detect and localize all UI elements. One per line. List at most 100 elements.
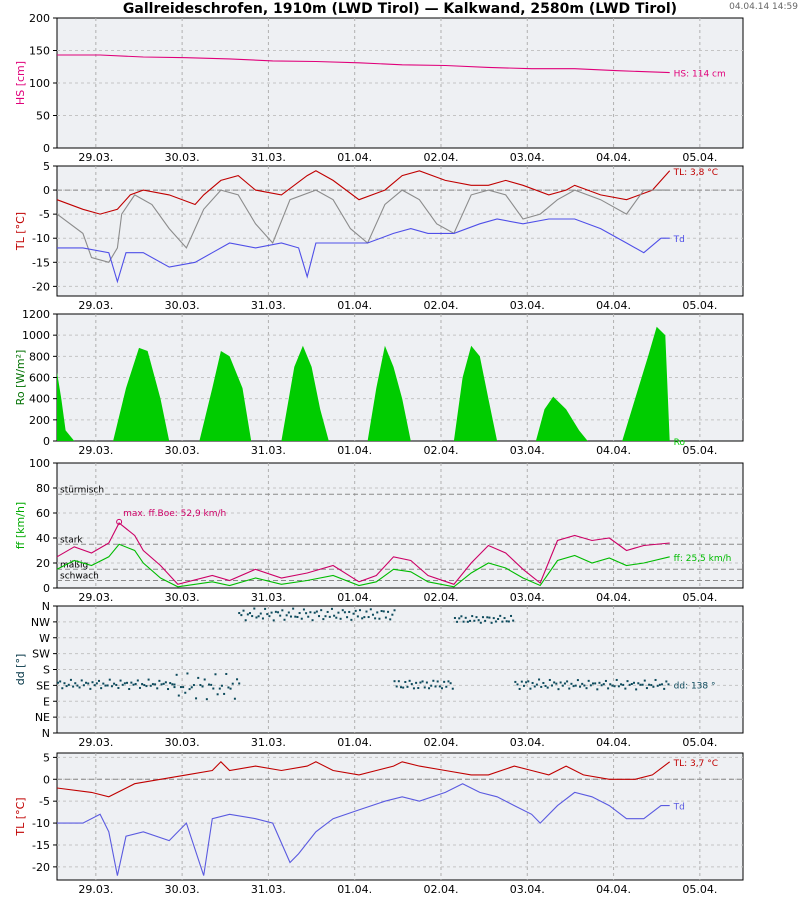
dd-point <box>412 687 415 690</box>
dd-point <box>419 681 422 684</box>
dd-point <box>158 679 161 682</box>
dd-point <box>149 684 152 687</box>
dd-point <box>261 617 264 620</box>
dd-point <box>522 684 525 687</box>
panel-dd: 29.03. 30.03. 31.03. 01.04. 02.04. 03.04. 04.0… <box>14 600 744 749</box>
dd-point <box>138 686 141 689</box>
dd-point <box>143 684 146 687</box>
dd-point <box>216 693 219 696</box>
dd-point <box>201 685 204 688</box>
x-tick-label: 30.03. <box>165 444 200 457</box>
dd-point <box>503 617 506 620</box>
dd-point <box>384 616 387 619</box>
dd-point <box>313 611 316 614</box>
dd-point <box>212 687 215 690</box>
y-tick-label: 5 <box>43 160 50 173</box>
dd-point <box>113 682 116 685</box>
dd-point <box>464 616 467 619</box>
dd-point <box>395 685 398 688</box>
dd-point <box>238 612 241 615</box>
dd-point <box>283 618 286 621</box>
dd-point <box>225 672 228 675</box>
dd-point <box>277 611 280 614</box>
dd-point <box>628 683 631 686</box>
dd-point <box>169 682 172 685</box>
dd-point <box>490 621 493 624</box>
dd-point <box>393 609 396 612</box>
dd-point <box>382 610 385 613</box>
dd-point <box>182 686 185 689</box>
plot-area-tl2 <box>56 752 744 881</box>
dd-point <box>626 680 629 683</box>
x-tick-label: 30.03. <box>165 591 200 604</box>
dd-point <box>78 686 81 689</box>
y-tick-label: 0 <box>43 184 50 197</box>
series-area-Ro <box>57 326 670 441</box>
y-tick-label: -20 <box>32 861 50 874</box>
panel-tl1: 29.03. 30.03. 31.03. 01.04. 02.04. 03.04. 04.0… <box>14 160 744 312</box>
y-tick-label: 50 <box>36 110 50 123</box>
dd-point <box>475 616 478 619</box>
x-tick-label: 29.03. <box>78 736 113 749</box>
dd-point <box>322 618 325 621</box>
dd-point <box>361 617 364 620</box>
dd-point <box>466 620 469 623</box>
x-tick-label: 02.04. <box>423 444 458 457</box>
x-tick-label: 05.04. <box>682 883 717 896</box>
dd-point <box>309 611 312 614</box>
x-tick-label: 03.04. <box>510 591 545 604</box>
dd-point <box>57 681 59 684</box>
y-axis-label: TL [°C] <box>14 212 27 251</box>
dd-point <box>645 687 648 690</box>
series-end-label: dd: 138 ° <box>674 682 716 692</box>
y-axis-label: TL [°C] <box>14 797 27 836</box>
x-tick-label: 29.03. <box>78 444 113 457</box>
dd-point <box>639 683 642 686</box>
dd-point <box>154 683 157 686</box>
dd-point <box>652 685 655 688</box>
max-gust-label: max. ff.Boe: 52,9 km/h <box>123 509 226 519</box>
dd-point <box>555 682 558 685</box>
dd-point <box>72 685 75 688</box>
dd-point <box>507 620 510 623</box>
dd-point <box>656 684 659 687</box>
dd-point <box>302 608 305 611</box>
y-tick-label: 40 <box>36 532 50 545</box>
dd-point <box>65 685 68 688</box>
timestamp: 04.04.14 14:59 <box>729 2 798 12</box>
dd-point <box>87 682 90 685</box>
x-tick-label: 31.03. <box>251 444 286 457</box>
dd-point <box>162 682 165 685</box>
dd-point <box>529 687 532 690</box>
dd-point <box>648 683 651 686</box>
dd-point <box>151 683 154 686</box>
dd-point <box>611 684 614 687</box>
dd-point <box>494 620 497 623</box>
dd-point <box>205 698 208 701</box>
dd-point <box>535 683 538 686</box>
dd-point <box>102 682 105 685</box>
dd-point <box>566 680 569 683</box>
dd-point <box>602 683 605 686</box>
plot-area-tl1 <box>56 165 744 297</box>
y-tick-label: -5 <box>39 208 50 221</box>
dd-point <box>359 609 362 612</box>
y-tick-label: SE <box>36 679 50 692</box>
series-line-Boe <box>56 522 670 585</box>
dd-point <box>512 619 515 622</box>
dd-point <box>501 620 504 623</box>
dd-point <box>462 620 465 623</box>
dd-point <box>203 678 206 681</box>
dd-point <box>563 682 566 685</box>
x-tick-label: 04.04. <box>596 151 631 164</box>
plot-area-ff <box>56 462 744 589</box>
y-tick-label: 60 <box>36 507 50 520</box>
y-tick-label: 0 <box>43 435 50 448</box>
y-tick-label: SW <box>32 648 50 661</box>
dd-point <box>257 615 260 618</box>
dd-point <box>514 680 517 683</box>
dd-point <box>551 684 554 687</box>
dd-point <box>371 613 374 616</box>
dd-point <box>477 619 480 622</box>
x-tick-label: 05.04. <box>682 299 717 312</box>
